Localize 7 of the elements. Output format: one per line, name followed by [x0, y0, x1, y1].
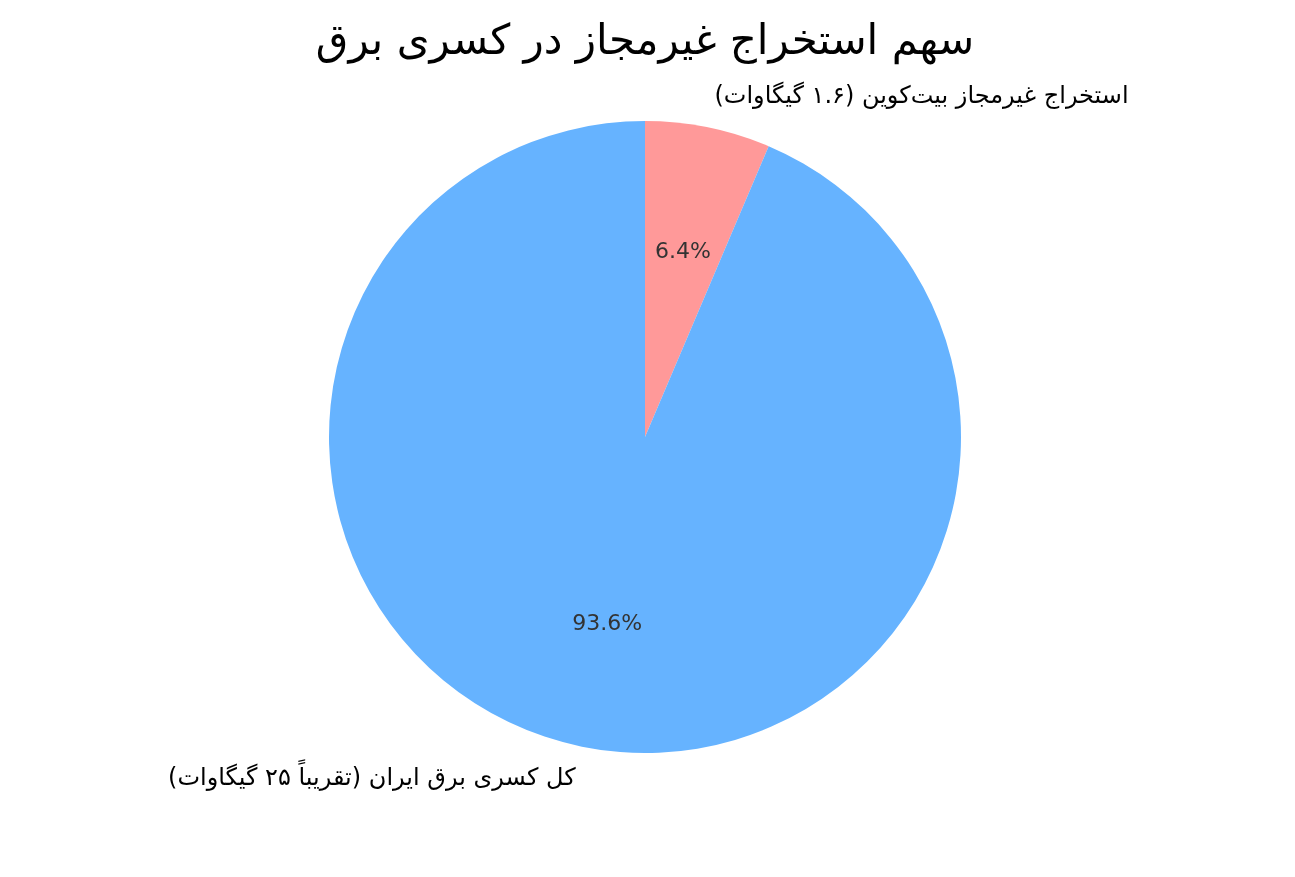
chart-title: سهم استخراج غیرمجاز در کسری برق — [315, 15, 975, 65]
slice-label: استخراج غیرمجاز بیت‌کوین (۱.۶ گیگاوات) — [714, 81, 1129, 110]
pie-slice — [645, 121, 769, 437]
data-label: 6.4% — [654, 238, 711, 264]
slice-label: کل کسری برق ایران (تقریباً ۲۵ گیگاوات) — [168, 759, 577, 791]
pie-slice — [329, 121, 961, 753]
data-label: 93.6% — [572, 609, 643, 635]
